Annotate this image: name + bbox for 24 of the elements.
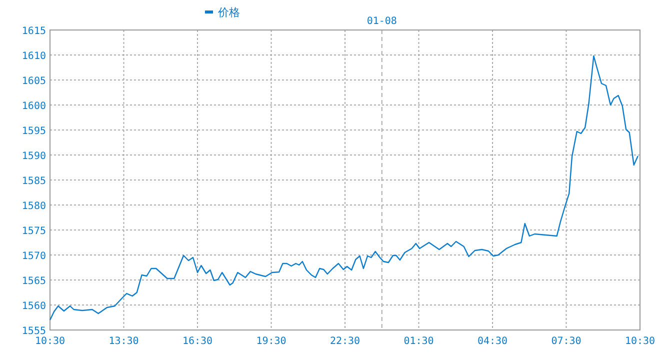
y-tick-label: 1570 — [22, 251, 46, 262]
y-tick-label: 1585 — [22, 176, 46, 187]
x-tick-label: 10:30 — [34, 336, 66, 347]
y-tick-label: 1610 — [22, 51, 46, 62]
x-tick-label: 22:30 — [330, 336, 360, 347]
legend-label: 价格 — [217, 6, 240, 19]
x-tick-label: 10:30 — [624, 336, 656, 347]
y-tick-label: 1565 — [22, 276, 46, 287]
y-tick-label: 1605 — [22, 76, 46, 87]
y-tick-label: 1590 — [22, 151, 46, 162]
x-tick-label: 13:30 — [108, 336, 139, 347]
ref-line-label: 01-08 — [366, 16, 397, 27]
y-tick-label: 1580 — [22, 201, 46, 212]
y-tick-label: 1595 — [22, 126, 46, 137]
x-tick-label: 19:30 — [256, 336, 286, 347]
y-tick-label: 1555 — [22, 326, 46, 337]
y-tick-label: 1575 — [22, 226, 46, 237]
x-tick-label: 04:30 — [477, 336, 508, 347]
y-tick-label: 1560 — [22, 301, 46, 312]
x-tick-label: 16:30 — [182, 336, 213, 347]
x-tick-label: 07:30 — [551, 336, 582, 347]
y-tick-label: 1615 — [22, 26, 46, 37]
y-tick-label: 1600 — [22, 101, 46, 112]
x-tick-label: 01:30 — [404, 336, 434, 347]
